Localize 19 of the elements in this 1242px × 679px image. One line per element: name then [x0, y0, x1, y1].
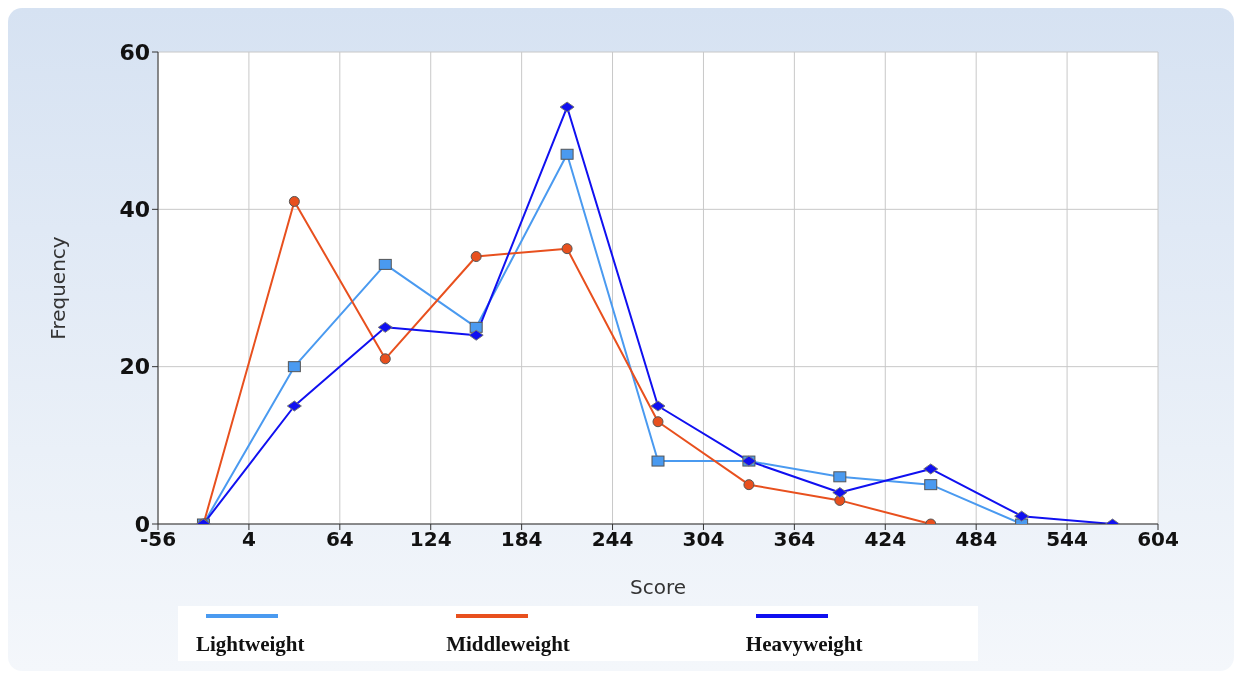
x-tick-label: 484 [955, 527, 998, 552]
legend-label: Heavyweight [745, 632, 864, 657]
x-tick-label: 604 [1137, 527, 1179, 552]
x-axis-title: Score [629, 575, 687, 599]
x-tick-label: 244 [591, 527, 634, 552]
x-tick-label: 64 [325, 527, 354, 552]
x-tick-label: 424 [864, 527, 907, 552]
x-tick-label: 4 [241, 527, 256, 552]
x-tick-label: 364 [773, 527, 816, 552]
x-tick-label: 304 [682, 527, 725, 552]
legend-label: Middleweight [446, 632, 571, 657]
legend-label: Lightweight [196, 632, 306, 657]
y-tick-label: 60 [119, 39, 150, 65]
x-tick-label: 124 [409, 527, 452, 552]
y-tick-label: 20 [119, 354, 150, 380]
x-tick-label: 184 [500, 527, 543, 552]
y-axis-title: Frequency [46, 236, 71, 340]
y-tick-label: 40 [119, 197, 150, 223]
x-tick-label: 544 [1046, 527, 1088, 552]
